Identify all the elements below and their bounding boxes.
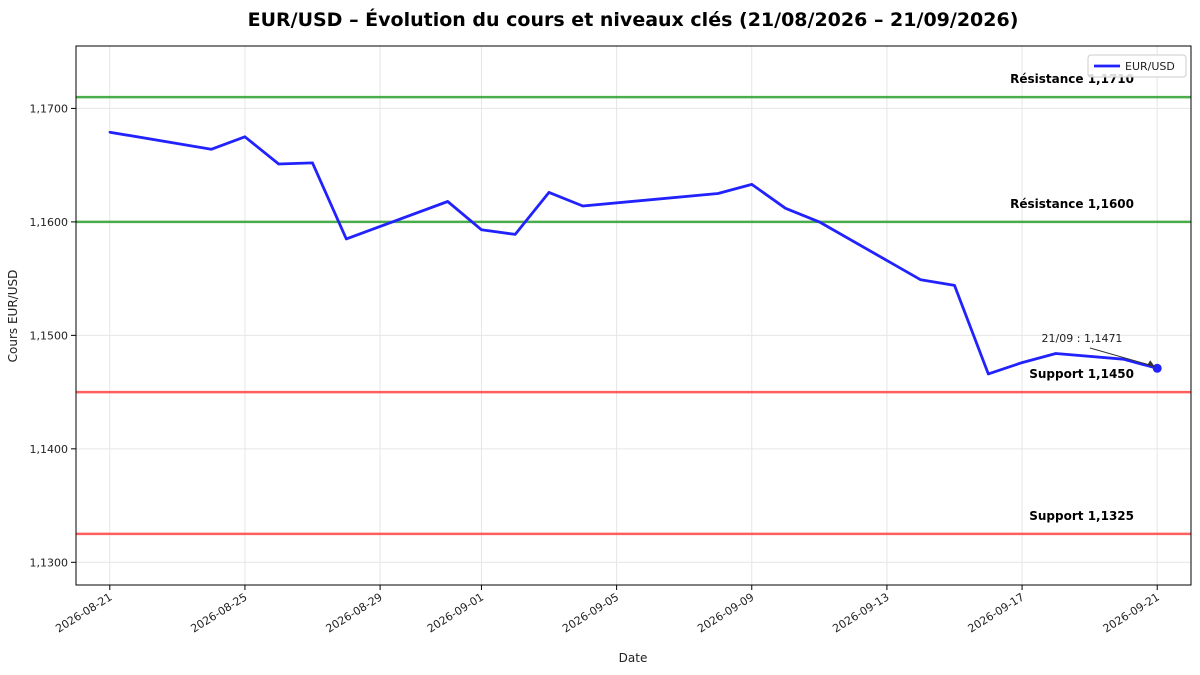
data-point [209,148,213,151]
x-tick-label: 2026-09-01 [425,591,486,636]
y-axis-label: Cours EUR/USD [6,270,20,363]
data-point [1122,357,1125,361]
series-line-eurusd [109,130,1158,376]
x-tick-label: 2026-09-05 [560,591,621,636]
x-tick-label: 2026-09-21 [1101,591,1162,636]
data-point [108,131,111,134]
data-point [243,135,247,138]
data-point [581,204,585,208]
y-tick-label: 1,1500 [30,329,69,342]
x-tick-label: 2026-08-25 [188,591,249,636]
x-tick-label: 2026-09-09 [695,591,756,636]
data-point [277,162,280,166]
x-tick-label: 2026-08-21 [53,591,114,636]
y-tick-label: 1,1400 [30,443,69,456]
x-tick-label: 2026-08-29 [324,591,385,636]
data-point [716,192,720,195]
x-tick-label: 2026-09-13 [830,591,891,636]
y-tick-label: 1,1600 [30,216,69,229]
annotation-arrow-head [1147,360,1156,368]
data-point [547,191,551,194]
data-point [1020,361,1024,364]
x-tick-label: 2026-09-17 [966,591,1027,636]
level-label: Support 1,1325 [1029,509,1134,523]
annotation-text: 21/09 : 1,1471 [1042,332,1123,345]
legend: EUR/USD [1087,54,1187,78]
plot-frame [75,45,1192,586]
last-value-annotation: 21/09 : 1,1471 [1042,332,1162,373]
data-point [446,200,449,203]
y-tick-label: 1,1300 [30,556,69,569]
y-tick-label: 1,1700 [30,102,69,115]
series-layer [108,130,1159,376]
data-point [987,372,990,376]
last-point-marker [1152,363,1162,373]
data-point [953,284,956,287]
data-point [480,228,483,232]
x-axis-label: Date [619,651,648,665]
annotation-arrow [1089,347,1155,367]
chart-title: EUR/USD – Évolution du cours et niveaux … [248,8,1019,31]
x-axis-ticks: 2026-08-21 2026-08-25 2026-08-29 2026-09-01… [53,585,1162,635]
data-point [514,233,517,236]
data-point [1054,352,1058,355]
data-point [311,161,314,165]
data-point [919,278,922,281]
legend-box [1087,54,1187,78]
data-point [345,237,348,241]
data-point [750,183,753,186]
legend-label: EUR/USD [1125,60,1175,73]
data-point [818,220,821,224]
level-label: Support 1,1450 [1029,367,1134,381]
data-point [784,207,787,210]
level-label: Résistance 1,1600 [1010,197,1134,211]
y-axis-ticks: 1,1300 1,1400 1,1500 1,1600 1,1700 [30,102,76,569]
grid [76,46,1191,585]
